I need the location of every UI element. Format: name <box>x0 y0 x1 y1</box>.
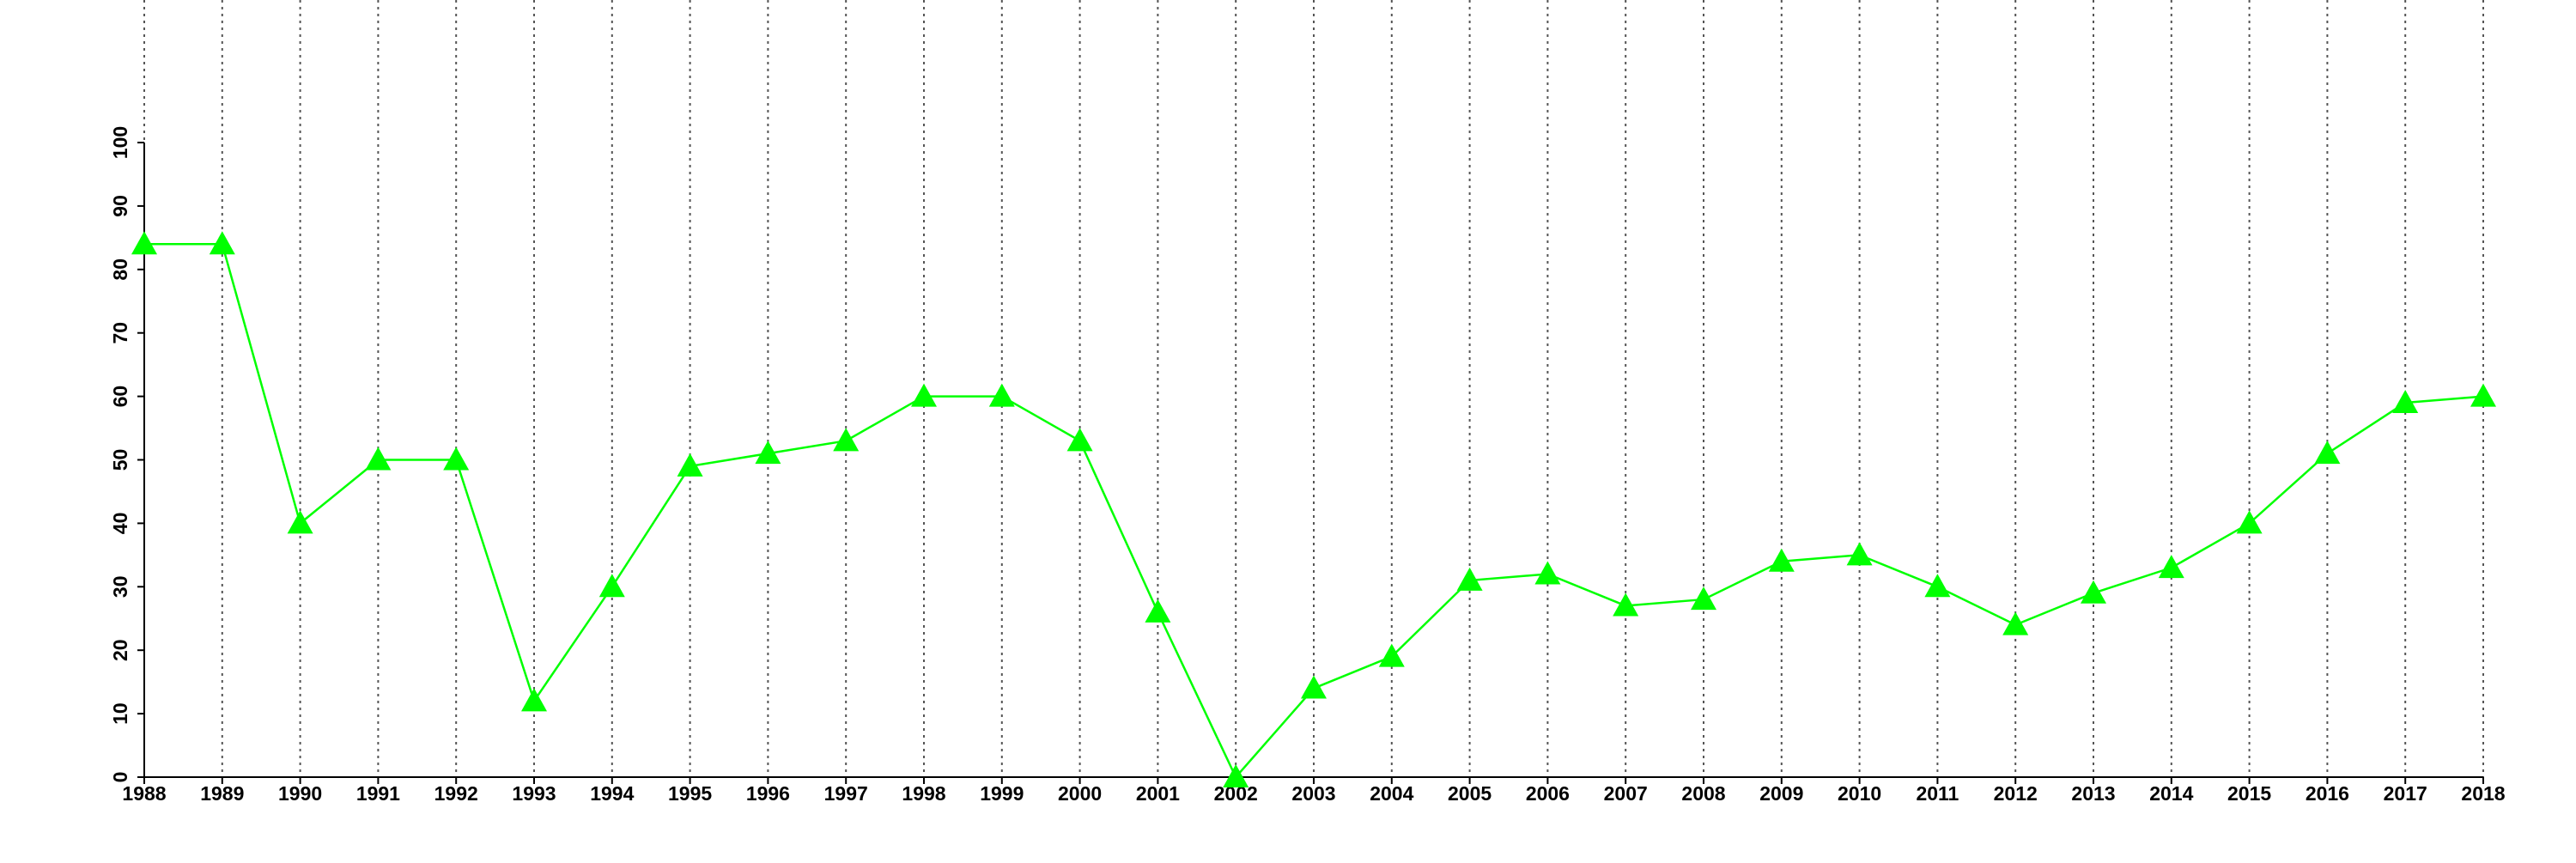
data-point <box>1768 548 1795 572</box>
data-point <box>598 574 625 598</box>
x-tick-label: 1993 <box>512 782 556 805</box>
data-point <box>2236 510 2263 534</box>
y-tick-label: 10 <box>109 702 131 725</box>
x-tick-label: 2013 <box>2071 782 2115 805</box>
x-tick-label: 2017 <box>2384 782 2427 805</box>
data-point <box>2002 611 2029 635</box>
data-point <box>755 441 781 465</box>
y-tick-label: 60 <box>109 386 131 408</box>
x-tick-label: 2014 <box>2149 782 2193 805</box>
data-point <box>365 447 392 471</box>
y-tick-label: 50 <box>109 449 131 471</box>
x-tick-label: 1995 <box>668 782 712 805</box>
x-tick-label: 1991 <box>356 782 400 805</box>
x-tick-label: 1997 <box>824 782 868 805</box>
data-point <box>2081 580 2106 604</box>
data-point <box>911 383 937 407</box>
x-tick-label: 2004 <box>1370 782 1413 805</box>
y-tick-label: 40 <box>109 513 131 535</box>
y-tick-label: 20 <box>109 639 131 661</box>
x-tick-label: 2016 <box>2306 782 2349 805</box>
x-tick-label: 2000 <box>1058 782 1102 805</box>
data-point <box>1378 643 1405 667</box>
y-tick-label: 80 <box>109 258 131 281</box>
data-point <box>131 231 157 255</box>
data-point <box>1846 542 1873 566</box>
data-point <box>443 447 470 471</box>
data-point <box>2470 383 2496 407</box>
y-tick-label: 70 <box>109 322 131 344</box>
data-point <box>521 688 547 712</box>
x-tick-label: 2005 <box>1448 782 1492 805</box>
x-tick-label: 1988 <box>122 782 166 805</box>
x-tick-label: 2011 <box>1916 782 1959 805</box>
x-tick-label: 1998 <box>902 782 945 805</box>
data-point <box>1456 567 1483 591</box>
x-tick-label: 1994 <box>590 782 634 805</box>
data-point <box>1223 764 1249 787</box>
data-point <box>1613 593 1639 617</box>
data-point <box>2314 441 2341 465</box>
data-point <box>209 231 235 255</box>
data-point <box>287 510 313 534</box>
data-point <box>1301 675 1327 699</box>
data-point <box>1145 599 1171 623</box>
x-tick-label: 1992 <box>434 782 478 805</box>
x-tick-label: 2006 <box>1526 782 1570 805</box>
x-tick-label: 1999 <box>980 782 1024 805</box>
data-point <box>1691 586 1716 611</box>
data-point <box>833 428 860 452</box>
y-tick-label: 30 <box>109 576 131 599</box>
data-point <box>1534 561 1561 585</box>
x-tick-label: 2010 <box>1838 782 1881 805</box>
x-tick-label: 2018 <box>2461 782 2505 805</box>
y-tick-label: 90 <box>109 195 131 217</box>
y-tick-label: 100 <box>109 126 131 159</box>
x-tick-label: 2012 <box>1994 782 2038 805</box>
x-tick-label: 2003 <box>1291 782 1335 805</box>
data-point <box>2158 555 2184 579</box>
x-tick-label: 1996 <box>746 782 790 805</box>
data-point <box>1066 428 1093 452</box>
data-point <box>988 383 1015 407</box>
x-tick-label: 2008 <box>1681 782 1725 805</box>
y-tick-label: 0 <box>109 772 131 783</box>
x-tick-label: 1989 <box>200 782 244 805</box>
x-tick-label: 1990 <box>278 782 322 805</box>
x-tick-label: 2001 <box>1136 782 1180 805</box>
data-point <box>2392 389 2419 413</box>
x-tick-label: 2007 <box>1604 782 1648 805</box>
x-tick-label: 2015 <box>2227 782 2271 805</box>
data-point <box>1924 574 1951 598</box>
x-tick-label: 2009 <box>1759 782 1803 805</box>
data-point <box>677 453 703 477</box>
